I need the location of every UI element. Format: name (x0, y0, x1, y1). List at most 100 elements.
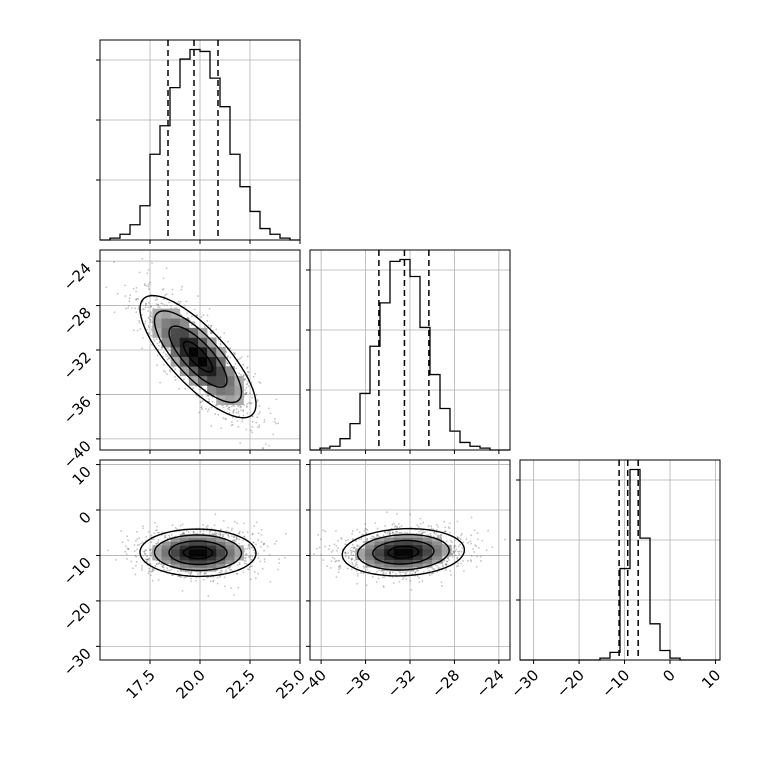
sample-point (381, 569, 384, 572)
sample-point (166, 358, 169, 361)
density-cell (374, 555, 385, 561)
sample-point (192, 321, 195, 323)
sample-point (227, 526, 230, 529)
sample-point (376, 527, 379, 530)
histogram-bin (440, 409, 450, 450)
density-cell (364, 544, 375, 549)
density-cell (422, 544, 433, 549)
sample-point (441, 565, 444, 568)
sample-point (120, 530, 123, 532)
sample-point (259, 560, 262, 563)
sample-point (157, 531, 159, 534)
sample-point (200, 405, 203, 408)
sample-point (125, 553, 128, 556)
sample-point (127, 547, 130, 550)
sample-point (248, 566, 251, 569)
density-cell (225, 549, 235, 554)
sample-point (134, 554, 137, 557)
sample-point (203, 326, 206, 328)
sample-point (457, 562, 459, 564)
sample-point (475, 565, 478, 568)
sample-point (322, 529, 325, 532)
x-tick-label: −24 (473, 666, 508, 701)
sample-point (146, 558, 149, 561)
density-cell (225, 366, 235, 377)
sample-point (324, 530, 327, 533)
sample-point (392, 571, 394, 574)
sample-point (257, 399, 259, 402)
density-cell (412, 537, 423, 542)
sample-point (229, 356, 232, 359)
y-tick-label: −20 (60, 599, 95, 634)
sample-point (422, 521, 425, 524)
sample-point (171, 288, 174, 291)
sample-point (418, 581, 421, 584)
sample-point (431, 572, 434, 575)
sample-point (164, 534, 167, 537)
sample-point (149, 548, 152, 551)
sample-point (402, 571, 404, 574)
density-cell (198, 356, 208, 367)
sample-point (236, 538, 238, 540)
sample-point (445, 564, 448, 567)
density-cell (374, 548, 385, 553)
sample-point (207, 324, 210, 327)
sample-point (470, 534, 473, 537)
density-cell (225, 385, 235, 396)
sample-point (256, 416, 259, 419)
sample-point (234, 362, 237, 365)
sample-point (351, 558, 354, 560)
sample-point (184, 304, 186, 307)
sample-point (152, 538, 155, 541)
sample-point (349, 549, 352, 552)
sample-point (115, 559, 118, 561)
sample-point (419, 522, 422, 525)
sample-point (174, 368, 177, 371)
sample-point (144, 322, 147, 325)
density-cell (198, 537, 208, 542)
x-tick-label: 20.0 (172, 666, 208, 702)
density-cell (170, 537, 181, 542)
sample-point (249, 392, 252, 395)
sample-point (183, 577, 186, 579)
sample-point (268, 553, 271, 556)
sample-point (247, 544, 250, 547)
histogram-panel-2 (516, 459, 721, 664)
sample-point (346, 538, 349, 541)
sample-point (275, 422, 277, 425)
sample-point (185, 300, 188, 303)
sample-point (378, 569, 381, 572)
sample-point (377, 577, 380, 580)
sample-point (192, 387, 195, 389)
sample-point (225, 530, 228, 532)
sample-point (144, 306, 147, 309)
sample-point (210, 331, 213, 334)
sample-point (439, 535, 441, 537)
sample-point (344, 539, 347, 542)
sample-point (261, 567, 264, 570)
sample-point (229, 587, 232, 589)
sample-point (142, 308, 144, 311)
sample-point (243, 374, 245, 377)
sample-point (242, 409, 245, 412)
density-cell (393, 567, 404, 572)
sample-point (266, 545, 269, 548)
sample-point (353, 546, 356, 549)
sample-point (144, 549, 147, 551)
sample-point (184, 387, 187, 390)
sample-point (206, 410, 209, 413)
sample-point (447, 558, 450, 561)
sample-point (330, 560, 333, 563)
sample-point (376, 533, 379, 536)
sample-point (450, 574, 452, 576)
sample-point (253, 525, 256, 527)
sample-point (244, 559, 247, 562)
histogram-bin (230, 154, 240, 240)
density-cell (179, 537, 190, 542)
sample-point (129, 294, 132, 297)
sample-point (449, 539, 452, 542)
sample-point (230, 535, 233, 538)
sample-point (143, 308, 145, 311)
sample-point (376, 534, 378, 537)
density-cell (422, 548, 433, 553)
